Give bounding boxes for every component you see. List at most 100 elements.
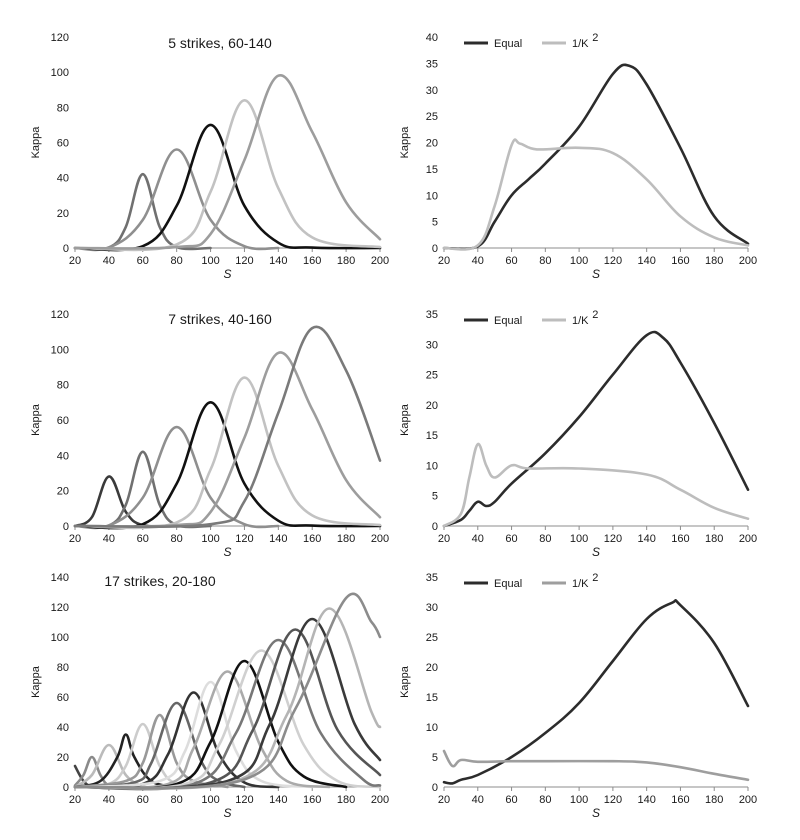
y-tick-label: 140 (51, 572, 69, 584)
x-tick-label: 160 (303, 255, 321, 267)
legend-superscript: 2 (592, 309, 598, 321)
x-tick-label: 120 (604, 794, 622, 806)
y-tick-label: 100 (51, 344, 69, 356)
x-axis-label: S (592, 545, 600, 559)
y-tick-label: 30 (426, 339, 438, 351)
series-line-1 (73, 172, 212, 251)
y-tick-label: 15 (426, 164, 438, 176)
y-tick-label: 120 (51, 309, 69, 321)
y-tick-label: 30 (426, 85, 438, 97)
chart-panel-4: 0 5 10 15 20 25 30 35 20 40 60 80 100 120 140 160 180 200… (399, 309, 757, 559)
x-tick-label: 60 (137, 255, 149, 267)
series-line-2 (73, 450, 212, 529)
legend: Equal 1/K 2 (464, 309, 598, 327)
y-tick-label: 10 (426, 722, 438, 734)
series-line-17 (73, 592, 382, 790)
chart-panel-6: 0 5 10 15 20 25 30 35 20 40 60 80 100 120 140 160 180 200… (399, 572, 757, 820)
x-axis-label: S (223, 806, 231, 820)
y-tick-label: 25 (426, 632, 438, 644)
y-tick-label: 80 (57, 102, 69, 114)
x-tick-label: 20 (438, 533, 450, 545)
x-tick-label: 120 (604, 533, 622, 545)
x-tick-label: 20 (438, 255, 450, 267)
y-tick-label: 20 (426, 138, 438, 150)
chart-title: 17 strikes, 20-180 (104, 573, 215, 589)
x-tick-label: 20 (69, 255, 81, 267)
x-tick-label: 120 (235, 533, 253, 545)
x-tick-label: 100 (570, 533, 588, 545)
y-tick-label: 120 (51, 602, 69, 614)
series-line-2 (73, 148, 280, 252)
y-axis-label: Kappa (399, 403, 411, 436)
x-tick-label: 60 (137, 533, 149, 545)
y-tick-label: 40 (57, 450, 69, 462)
x-tick-label: 100 (201, 794, 219, 806)
series-line-5 (73, 376, 382, 530)
y-tick-label: 15 (426, 692, 438, 704)
x-tick-label: 160 (671, 255, 689, 267)
y-axis-label: Kappa (399, 126, 411, 159)
series-line-5 (73, 74, 382, 250)
series-line-10 (73, 670, 331, 790)
y-tick-label: 40 (426, 32, 438, 44)
y-tick-label: 25 (426, 370, 438, 382)
y-axis-label: Kappa (30, 126, 42, 159)
chart-title: 5 strikes, 60-140 (168, 35, 272, 51)
x-tick-label: 180 (705, 794, 723, 806)
x-tick-label: 140 (269, 794, 287, 806)
series-line-3 (73, 425, 280, 530)
series-line-2 (442, 442, 750, 528)
chart-panel-2: 0 5 10 15 20 25 30 35 40 20 40 60 80 100 120 140 160 180 2… (399, 32, 757, 281)
x-tick-label: 80 (539, 255, 551, 267)
x-tick-label: 100 (570, 794, 588, 806)
x-tick-label: 80 (539, 533, 551, 545)
series-line-2 (442, 749, 750, 782)
x-tick-label: 20 (438, 794, 450, 806)
y-tick-label: 0 (63, 782, 69, 794)
y-tick-label: 80 (57, 662, 69, 674)
y-tick-label: 20 (57, 208, 69, 220)
y-tick-label: 5 (432, 217, 438, 229)
x-tick-label: 80 (171, 255, 183, 267)
y-tick-label: 60 (57, 415, 69, 427)
x-tick-label: 80 (171, 533, 183, 545)
series-line-1 (442, 599, 750, 785)
x-axis-label: S (592, 267, 600, 281)
series-line-7 (73, 701, 246, 789)
x-tick-label: 140 (637, 533, 655, 545)
x-tick-label: 180 (337, 794, 355, 806)
y-tick-label: 35 (426, 572, 438, 584)
x-tick-label: 40 (103, 794, 115, 806)
series-line-2 (442, 138, 750, 251)
x-tick-label: 180 (705, 533, 723, 545)
y-axis-label: Kappa (30, 403, 42, 436)
x-tick-label: 60 (505, 533, 517, 545)
y-tick-label: 0 (63, 243, 69, 255)
x-tick-label: 120 (235, 794, 253, 806)
y-tick-label: 80 (57, 380, 69, 392)
x-tick-label: 100 (201, 255, 219, 267)
series-line-1 (442, 330, 750, 528)
x-tick-label: 40 (472, 533, 484, 545)
y-tick-label: 15 (426, 430, 438, 442)
y-tick-label: 5 (432, 752, 438, 764)
y-tick-label: 100 (51, 632, 69, 644)
y-tick-label: 60 (57, 692, 69, 704)
series-line-11 (73, 659, 348, 790)
legend-superscript: 2 (592, 32, 598, 44)
y-tick-label: 20 (426, 400, 438, 412)
x-tick-label: 140 (269, 255, 287, 267)
y-tick-label: 30 (426, 602, 438, 614)
series-line-4 (73, 98, 382, 252)
series-line-9 (73, 680, 314, 789)
y-tick-label: 20 (57, 486, 69, 498)
x-tick-label: 180 (337, 533, 355, 545)
x-tick-label: 60 (505, 255, 517, 267)
y-tick-label: 10 (426, 460, 438, 472)
legend-superscript: 2 (592, 572, 598, 584)
x-axis-label: S (223, 267, 231, 281)
legend-label-2: 1/K (572, 315, 589, 327)
